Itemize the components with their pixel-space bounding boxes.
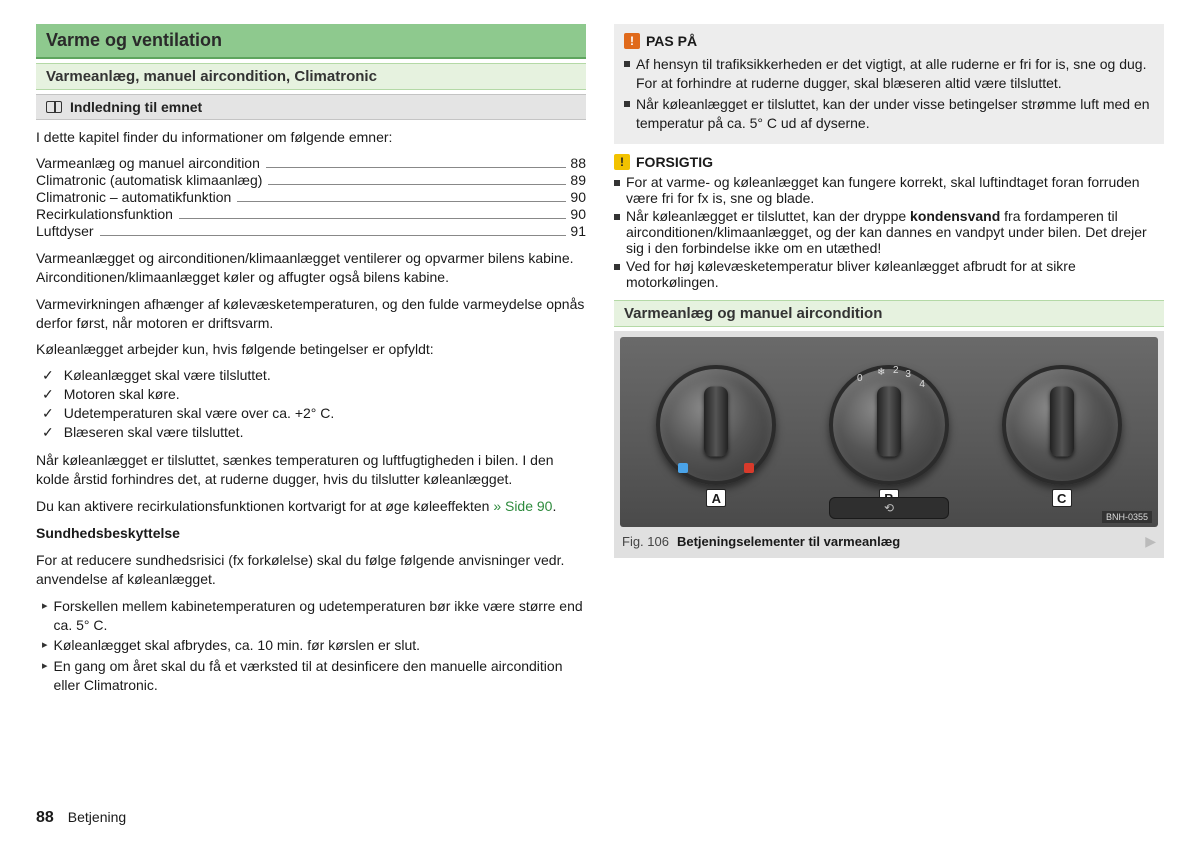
paragraph: Når køleanlægget er tilsluttet, sænkes t… [36,451,586,489]
heading-sub-2: Varmeanlæg og manuel aircondition [614,300,1164,327]
toc-list: Varmeanlæg og manuel aircondition88 Clim… [36,155,586,239]
page-link[interactable]: » Side 90 [493,498,552,514]
paragraph: Varmeanlægget og airconditionen/klimaanl… [36,249,586,287]
fan-dial: 0 ❄ 2 3 4 B [829,365,949,485]
check-item: ✓Køleanlægget skal være tilsluttet. [42,367,586,384]
right-column: ! PAS PÅ Af hensyn til trafiksikkerheden… [614,24,1164,795]
caution-box: ! FORSIGTIG For at varme- og køleanlægge… [614,154,1164,290]
bullet-item: ▸En gang om året skal du få et værksted … [42,657,586,695]
paragraph: Varmevirkningen afhænger af kølevæsketem… [36,295,586,333]
notice-item: Når køleanlægget er tilsluttet, kan der … [614,208,1164,256]
toc-row: Recirkulationsfunktion90 [36,206,586,222]
figure-caption-text: Betjeningselementer til varmeanlæg [677,534,900,549]
intro-text: I dette kapitel finder du informationer … [36,128,586,147]
heading-main: Varme og ventilation [36,24,586,59]
check-item: ✓Udetemperaturen skal være over ca. +2° … [42,405,586,422]
page-number: 88 [36,809,54,827]
heading-sub: Varmeanlæg, manuel aircondition, Climatr… [36,63,586,90]
caution-title: FORSIGTIG [636,154,713,170]
topic-text: Indledning til emnet [70,99,202,115]
dial-label-a: A [706,489,726,507]
airflow-dial: C [1002,365,1122,485]
notice-item: Når køleanlægget er tilsluttet, kan der … [624,95,1154,133]
notice-item: For at varme- og køleanlægget kan funger… [614,174,1164,206]
paragraph: Køleanlægget arbejder kun, hvis følgende… [36,340,586,359]
toc-row: Climatronic (automatisk klimaanlæg)89 [36,172,586,188]
bullet-item: ▸Køleanlægget skal afbrydes, ca. 10 min.… [42,636,586,655]
checklist: ✓Køleanlægget skal være tilsluttet. ✓Mot… [36,367,586,441]
figure-number: Fig. 106 [622,534,669,549]
section-name: Betjening [68,809,126,825]
toc-row: Varmeanlæg og manuel aircondition88 [36,155,586,171]
toc-row: Climatronic – automatikfunktion90 [36,189,586,205]
toc-row: Luftdyser91 [36,223,586,239]
warning-icon: ! [624,33,640,49]
continue-arrow-icon: ▶ [1145,533,1156,550]
bullet-item: ▸Forskellen mellem kabinetemperaturen og… [42,597,586,635]
page-footer: 88 Betjening [36,809,1164,827]
figure-image: A 0 ❄ 2 3 4 B C ⟲ [620,337,1158,527]
notice-item: Af hensyn til trafiksikkerheden er det v… [624,55,1154,93]
figure-code: BNH-0355 [1102,511,1152,523]
paragraph: For at reducere sundhedsrisici (fx forkø… [36,551,586,589]
paragraph-with-link: Du kan aktivere recirkulationsfunktionen… [36,497,586,516]
caution-icon: ! [614,154,630,170]
warning-title: PAS PÅ [646,32,697,51]
check-item: ✓Motoren skal køre. [42,386,586,403]
dial-label-c: C [1052,489,1072,507]
warning-box: ! PAS PÅ Af hensyn til trafiksikkerheden… [614,24,1164,144]
figure-panel: A 0 ❄ 2 3 4 B C ⟲ [614,331,1164,558]
heading-topic: Indledning til emnet [36,94,586,120]
temperature-dial: A [656,365,776,485]
recirculation-button-graphic: ⟲ [829,497,949,519]
notice-item: Ved for høj kølevæsketemperatur bliver k… [614,258,1164,290]
left-column: Varme og ventilation Varmeanlæg, manuel … [36,24,586,795]
check-item: ✓Blæseren skal være tilsluttet. [42,424,586,441]
bullet-list: ▸Forskellen mellem kabinetemperaturen og… [36,597,586,695]
sub-heading: Sundhedsbeskyttelse [36,524,586,543]
book-icon [46,101,62,113]
